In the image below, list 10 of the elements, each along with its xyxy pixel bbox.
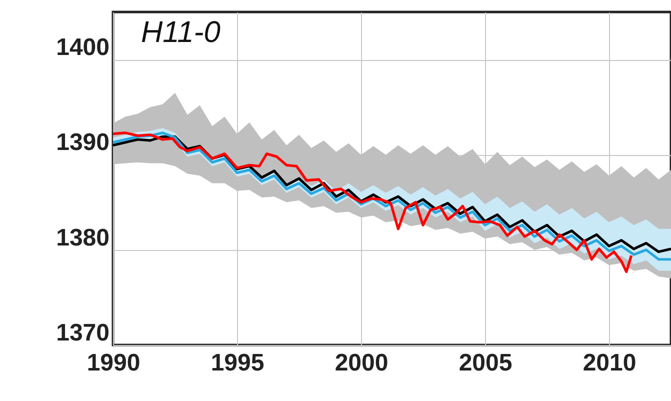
y-tick-label: 1370 xyxy=(56,320,110,346)
x-tick-label: 2005 xyxy=(458,350,512,376)
y-tick-label: 1380 xyxy=(56,224,110,252)
x-tick-label: 2000 xyxy=(334,350,388,376)
y-tick-label: 1390 xyxy=(56,129,110,156)
y-tick-label: 1400 xyxy=(56,34,110,62)
annotation: H11-0 xyxy=(141,16,221,49)
x-tick-label: 1995 xyxy=(210,350,264,376)
x-tick-label: 1990 xyxy=(86,350,140,376)
x-tick-label: 2010 xyxy=(582,350,636,376)
